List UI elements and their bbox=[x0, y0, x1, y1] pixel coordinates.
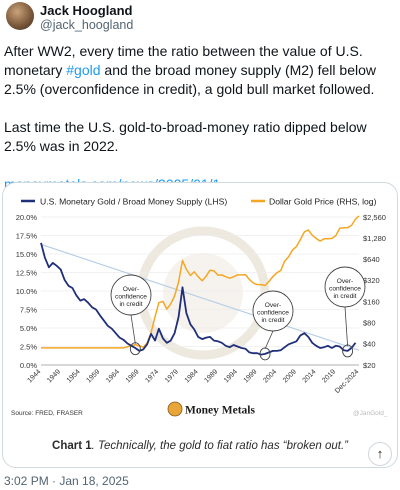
author-name[interactable]: Jack Hoogland bbox=[40, 3, 133, 18]
annotation-label: confidence bbox=[115, 294, 147, 301]
y-right-tick-label: $20 bbox=[363, 361, 376, 370]
x-tick-label: 1944 bbox=[26, 368, 42, 384]
legend-label-gold-price: Dollar Gold Price (RHS, log) bbox=[269, 197, 377, 207]
annotation-label: confidence bbox=[329, 286, 361, 293]
tweet-text-part: and the broad money supply (M2) fell bel… bbox=[4, 62, 376, 97]
brand-name: Money Metals bbox=[185, 405, 255, 417]
gold-ratio-chart: U.S. Monetary Gold / Broad Money Supply … bbox=[11, 197, 388, 418]
annotation-bubble bbox=[110, 274, 152, 316]
x-tick-label: 1954 bbox=[66, 368, 82, 384]
annotation-marker bbox=[342, 344, 354, 358]
y-left-tick-label: 10.0% bbox=[16, 287, 38, 296]
y-right-tick-label: $80 bbox=[363, 319, 376, 328]
annotation-label: in credit bbox=[333, 293, 356, 300]
y-left-tick-label: 2.5% bbox=[20, 342, 37, 351]
source-label: Source: FRED, FRASER bbox=[11, 410, 83, 417]
annotation-pointer bbox=[130, 314, 136, 344]
tweet-text: After WW2, every time the ratio between … bbox=[4, 42, 396, 194]
watermark-disc bbox=[163, 253, 243, 333]
tweet-timestamp[interactable]: 3:02 PM · Jan 18, 2025 bbox=[4, 474, 129, 488]
x-tick-label: 1974 bbox=[144, 368, 160, 384]
y-left-tick-label: 7.5% bbox=[20, 305, 37, 314]
y-right-tick-label: $40 bbox=[363, 340, 376, 349]
caption-label: Chart 1 bbox=[52, 440, 92, 452]
watermark-handle: @JanGold_ bbox=[353, 410, 388, 417]
tweet-media-image[interactable]: U.S. Monetary Gold / Broad Money Supply … bbox=[2, 182, 398, 468]
caption-text: . Technically, the gold to fiat ratio ha… bbox=[91, 440, 348, 452]
annotation-label: Over- bbox=[265, 302, 281, 309]
x-tick-label: 1999 bbox=[243, 368, 259, 384]
annotation-label: confidence bbox=[257, 310, 289, 317]
series-line-gold-ratio bbox=[40, 242, 357, 356]
y-right-tick-label: $2,560 bbox=[363, 213, 386, 222]
y-left-tick-label: 17.5% bbox=[16, 231, 38, 240]
trend-line bbox=[40, 243, 360, 351]
y-right-tick-label: $320 bbox=[363, 276, 380, 285]
annotation-marker bbox=[259, 347, 271, 361]
x-tick-label: 2014 bbox=[302, 368, 318, 384]
annotation-bubble bbox=[252, 290, 294, 332]
x-tick-label: Dec-2024 bbox=[334, 368, 360, 394]
x-tick-label: 1979 bbox=[164, 368, 180, 384]
annotation-label: Over- bbox=[123, 286, 139, 293]
annotation-pointer bbox=[344, 306, 348, 346]
y-right-tick-label: $160 bbox=[363, 297, 380, 306]
x-tick-label: 1949 bbox=[46, 368, 62, 384]
x-tick-label: 1959 bbox=[85, 368, 101, 384]
x-tick-label: 1984 bbox=[184, 368, 200, 384]
x-tick-label: 2009 bbox=[282, 368, 298, 384]
tweet-text-part: After WW2, every time the ratio between … bbox=[4, 43, 363, 78]
legend-label-gold-ratio: U.S. Monetary Gold / Broad Money Supply … bbox=[40, 197, 227, 207]
x-tick-label: 1994 bbox=[223, 368, 239, 384]
tweet-paragraph-2: Last time the U.S. gold-to-broad-money r… bbox=[4, 119, 367, 154]
y-left-tick-label: 20.0% bbox=[16, 213, 38, 222]
y-left-tick-label: 0.0% bbox=[20, 361, 37, 370]
y-left-tick-label: 12.5% bbox=[16, 268, 38, 277]
brand-logo-icon bbox=[167, 401, 183, 417]
series-line-gold-price bbox=[41, 215, 360, 349]
x-tick-label: 2004 bbox=[262, 368, 278, 384]
annotation-label: in credit bbox=[119, 301, 142, 308]
y-left-tick-label: 15.0% bbox=[16, 250, 38, 259]
annotation-label: in credit bbox=[261, 317, 284, 324]
hashtag-gold[interactable]: #gold bbox=[66, 62, 101, 78]
annotation-marker bbox=[129, 342, 141, 356]
x-tick-label: 2019 bbox=[321, 368, 337, 384]
y-left-tick-label: 5.0% bbox=[20, 324, 37, 333]
annotation-bubble bbox=[324, 266, 366, 308]
avatar[interactable] bbox=[6, 2, 34, 30]
y-right-tick-label: $1,280 bbox=[363, 234, 386, 243]
tweet-header: Jack Hoogland @jack_hoogland bbox=[0, 0, 400, 36]
scroll-top-button[interactable]: ↑ bbox=[368, 442, 392, 466]
x-tick-label: 1969 bbox=[125, 368, 141, 384]
author-handle[interactable]: @jack_hoogland bbox=[40, 18, 134, 32]
annotation-label: Over- bbox=[337, 278, 353, 285]
media-caption: Chart 1. Technically, the gold to fiat r… bbox=[3, 440, 397, 452]
y-right-tick-label: $640 bbox=[363, 255, 380, 264]
tweet-paragraph-1: After WW2, every time the ratio between … bbox=[4, 42, 396, 99]
x-tick-label: 1989 bbox=[203, 368, 219, 384]
x-tick-label: 1964 bbox=[105, 368, 121, 384]
annotation-pointer bbox=[264, 330, 274, 350]
